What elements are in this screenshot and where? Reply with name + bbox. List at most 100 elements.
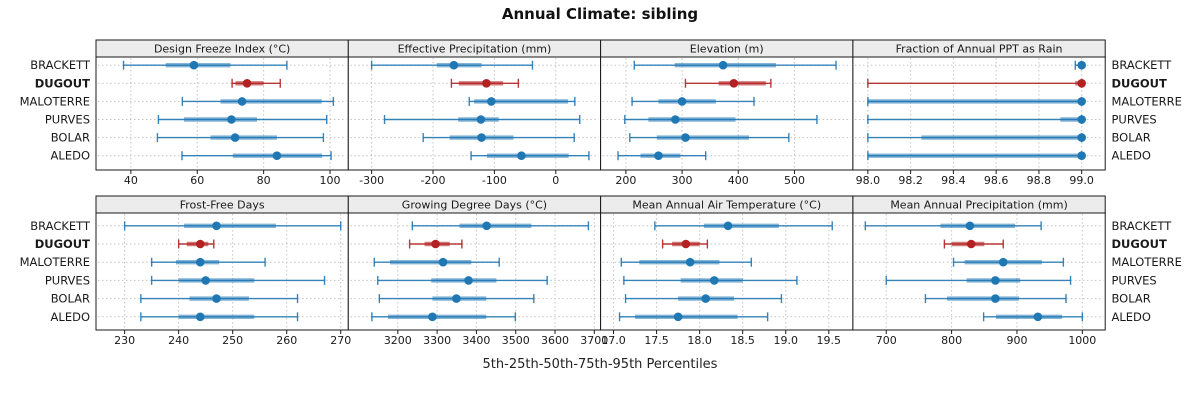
- median-dot: [681, 133, 690, 142]
- median-dot: [517, 151, 526, 160]
- percentile-row-maloterre: [181, 96, 335, 106]
- site-label-left: BOLAR: [51, 131, 90, 145]
- site-label-right: DUGOUT: [1112, 76, 1167, 90]
- axis-tick-label: 19.0: [773, 334, 798, 347]
- median-dot: [212, 294, 221, 303]
- percentile-row-bolar: [422, 133, 575, 143]
- percentile-row-maloterre: [620, 257, 752, 267]
- panel-strip-label: Frost-Free Days: [180, 199, 265, 212]
- percentile-row-dugout: [177, 239, 215, 249]
- percentile-row-brackett: [864, 221, 1042, 231]
- site-label-left: ALEDO: [51, 149, 90, 163]
- x-axis-label: 5th-25th-50th-75th-95th Percentiles: [482, 357, 718, 372]
- axis-tick-label: 3200: [384, 334, 412, 347]
- median-dot: [1077, 97, 1086, 106]
- site-label-right: BRACKETT: [1112, 58, 1173, 72]
- panel: 3200 3300 3400 3500 3600 3700 Growing Degree D…: [347, 195, 608, 347]
- median-dot: [654, 151, 663, 160]
- percentile-row-brackett: [1074, 60, 1086, 70]
- median-dot: [464, 276, 473, 285]
- percentile-row-bolar: [140, 294, 299, 304]
- site-label-left: BRACKETT: [30, 219, 91, 233]
- axis-tick-label: 500: [784, 174, 805, 187]
- panel-bg: [348, 57, 601, 170]
- panel: 40 60 80 100 Design Freeze Index (°C): [95, 39, 349, 187]
- median-dot: [452, 294, 461, 303]
- panel: 98.0 98.2 98.4 98.6 98.8 99.0 Fraction of Annu…: [852, 39, 1106, 187]
- site-label-left: DUGOUT: [35, 76, 90, 90]
- axis-tick-label: 3500: [502, 334, 530, 347]
- percentile-row-bolar: [867, 133, 1086, 143]
- percentile-row-brackett: [633, 60, 837, 70]
- percentile-row-bolar: [629, 133, 790, 143]
- percentile-row-maloterre: [952, 257, 1065, 267]
- axis-tick-label: 260: [276, 334, 297, 347]
- percentile-row-maloterre: [631, 96, 755, 106]
- percentile-row-maloterre: [373, 257, 500, 267]
- axis-tick-label: 19.5: [817, 334, 842, 347]
- percentile-row-maloterre: [150, 257, 266, 267]
- axis-tick-label: 3300: [423, 334, 451, 347]
- axis-tick-label: 200: [615, 174, 636, 187]
- site-label-left: BRACKETT: [30, 58, 91, 72]
- percentile-row-aledo: [982, 312, 1084, 322]
- percentile-row-dugout: [661, 239, 709, 249]
- percentile-row-dugout: [684, 78, 772, 88]
- median-dot: [709, 276, 719, 285]
- panel-bg: [96, 213, 349, 330]
- percentile-row-purves: [867, 115, 1086, 124]
- site-label-right: MALOTERRE: [1112, 94, 1182, 108]
- axis-tick-label: 98.8: [1027, 174, 1052, 187]
- median-dot: [965, 221, 975, 231]
- panel-strip-label: Elevation (m): [690, 43, 764, 56]
- axis-tick-label: 300: [672, 174, 693, 187]
- axis-tick-label: 0: [552, 174, 559, 187]
- percentile-row-bolar: [624, 294, 783, 304]
- axis-tick-label: -100: [482, 174, 507, 187]
- percentile-row-brackett: [122, 60, 288, 70]
- median-dot: [729, 79, 739, 88]
- percentile-row-purves: [383, 115, 581, 124]
- axis-tick-label: 100: [320, 174, 341, 187]
- axis-tick-label: 900: [1006, 334, 1027, 347]
- median-dot: [212, 221, 221, 231]
- percentile-row-brackett: [370, 60, 534, 70]
- site-label-left: PURVES: [45, 273, 90, 287]
- axis-tick-label: 700: [876, 334, 897, 347]
- median-dot: [1077, 133, 1086, 142]
- percentile-row-maloterre: [867, 96, 1086, 106]
- percentile-row-brackett: [411, 221, 590, 231]
- panel-strip: [852, 195, 1106, 214]
- median-dot: [1077, 115, 1086, 124]
- percentile-row-purves: [157, 115, 328, 124]
- site-label-right: ALEDO: [1112, 149, 1151, 163]
- median-dot: [195, 257, 205, 267]
- axis-tick-label: 98.4: [941, 174, 966, 187]
- panel-bg: [96, 57, 349, 170]
- median-dot: [482, 221, 491, 231]
- median-dot: [227, 115, 236, 124]
- percentile-row-dugout: [450, 78, 520, 88]
- site-label-left: ALEDO: [51, 310, 90, 324]
- site-label-right: PURVES: [1112, 273, 1157, 287]
- site-label-right: BOLAR: [1112, 292, 1151, 306]
- panel-strip-label: Design Freeze Index (°C): [154, 43, 290, 56]
- median-dot: [701, 294, 710, 303]
- median-dot: [195, 312, 205, 322]
- percentile-row-aledo: [140, 312, 299, 322]
- percentile-row-dugout: [408, 239, 463, 249]
- axis-tick-label: 98.2: [898, 174, 923, 187]
- median-dot: [1033, 312, 1043, 322]
- axis-tick-label: 250: [222, 334, 243, 347]
- panel-strip: [852, 39, 1106, 58]
- median-dot: [991, 276, 1000, 285]
- panel-bg: [600, 213, 853, 330]
- percentile-row-aledo: [181, 151, 332, 161]
- panel-bg: [852, 213, 1106, 330]
- median-dot: [189, 60, 199, 70]
- median-dot: [272, 151, 282, 160]
- median-dot: [1077, 151, 1086, 160]
- site-label-left: PURVES: [45, 113, 90, 127]
